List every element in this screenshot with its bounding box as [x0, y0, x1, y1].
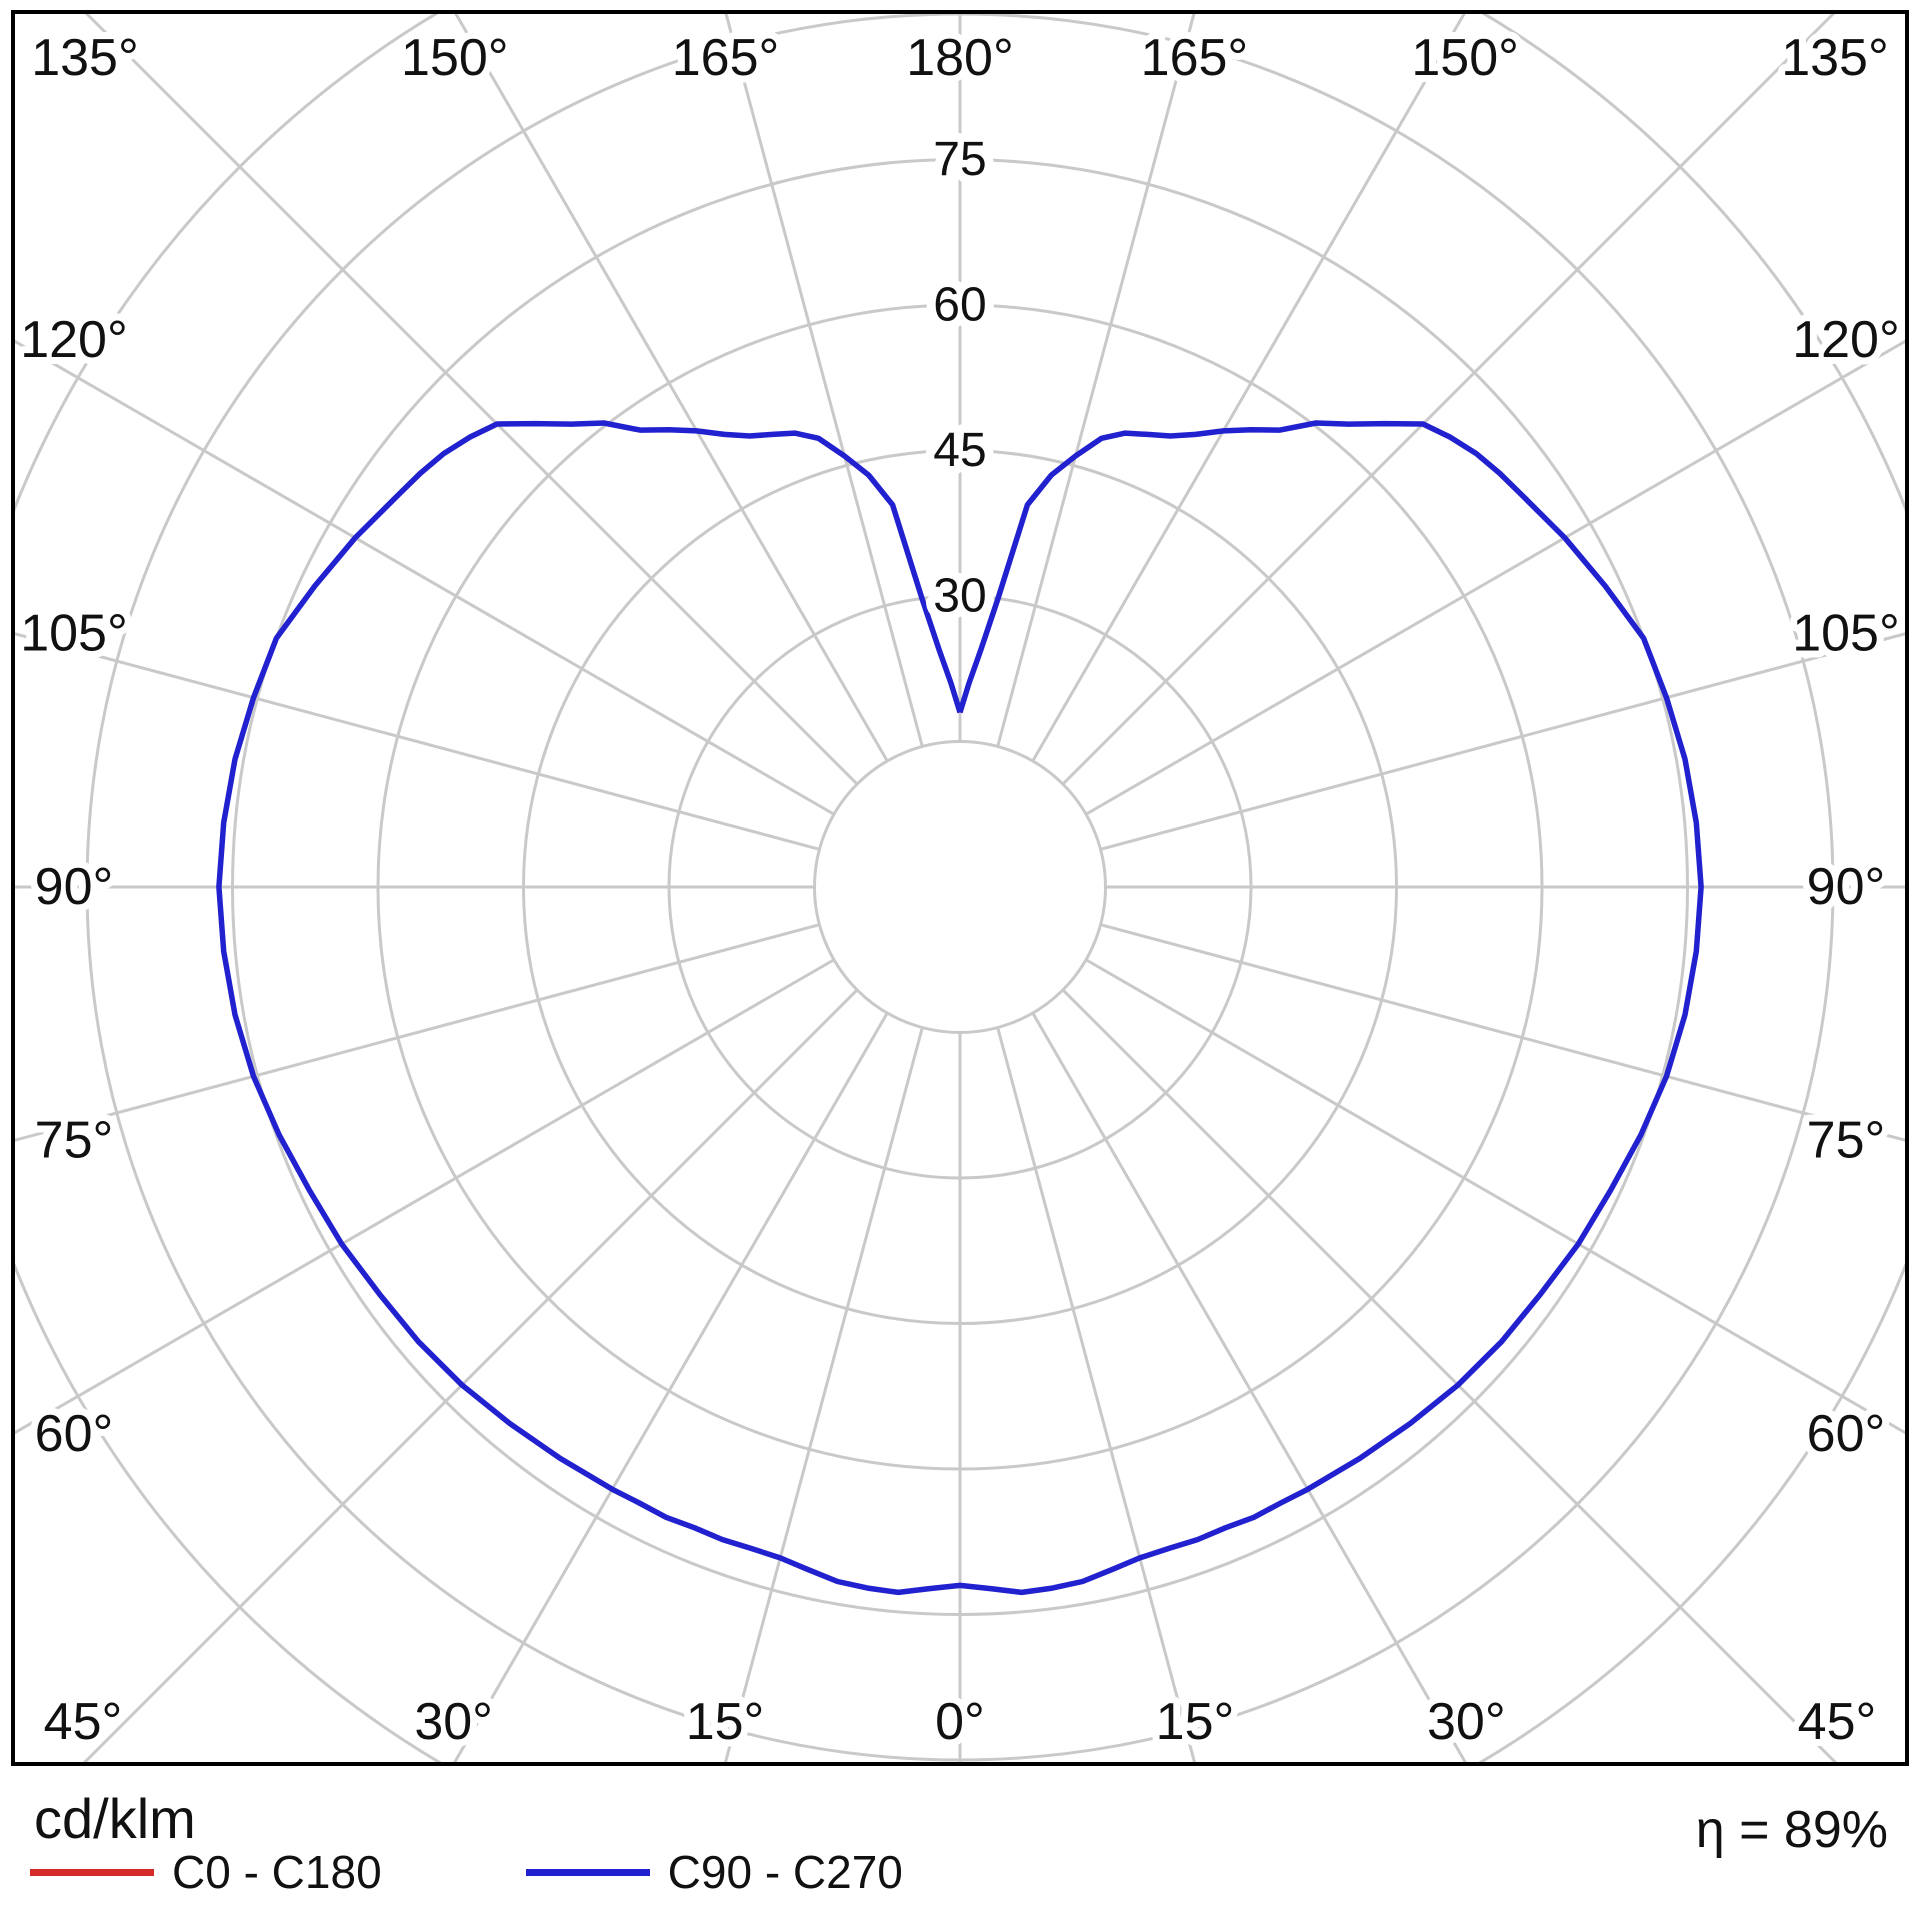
legend-line-c0-c180-icon	[30, 1868, 154, 1876]
ring-label-60: 60	[933, 279, 986, 332]
gamma-label-150-right: 150°	[1411, 29, 1519, 87]
gamma-label-60-left: 60°	[35, 1405, 114, 1463]
grid-spoke-60	[1085, 958, 1907, 1436]
chart-frame	[11, 10, 1909, 1766]
gamma-label-60-right: 60°	[1807, 1405, 1886, 1463]
gamma-label-45-right: 45°	[1798, 1693, 1877, 1751]
gamma-label-75-right: 75°	[1807, 1112, 1886, 1170]
legend-label-c0-c180: C0 - C180	[172, 1846, 382, 1898]
ring-label-75: 75	[933, 133, 986, 186]
gamma-label-90-right: 90°	[1807, 858, 1886, 916]
grid-spoke-345	[723, 1027, 924, 1764]
ring-label-30: 30	[933, 570, 986, 623]
gamma-labels: 0° 15° 15° 30° 30° 45° 45° 60° 60° 75° 75° 90° 90° 10…	[13, 22, 1907, 1758]
gamma-label-30-left: 30°	[414, 1693, 493, 1751]
grid-spoke-210	[453, 12, 889, 762]
gamma-label-120-left: 120°	[20, 311, 128, 369]
ring-labels: 30 45 60 75	[924, 124, 995, 632]
gamma-label-150-left: 150°	[401, 29, 509, 87]
gamma-label-165-left: 165°	[672, 29, 780, 87]
gamma-label-90-left: 90°	[35, 858, 114, 916]
grid-spoke-15	[996, 1027, 1197, 1764]
grid-spoke-75	[1100, 923, 1907, 1143]
legend: C0 - C180 C90 - C270	[30, 1846, 903, 1898]
grid-spoke-120	[1085, 338, 1907, 816]
ring-label-45: 45	[933, 424, 986, 477]
legend-line-c90-c270-icon	[525, 1868, 650, 1876]
grid-spoke-240	[13, 338, 835, 816]
grid-spoke-30	[1031, 1012, 1469, 1764]
grid-spoke-255	[13, 631, 820, 851]
gamma-label-120-right: 120°	[1792, 311, 1900, 369]
gamma-label-135-left: 135°	[31, 29, 139, 87]
grid-spoke-315	[80, 988, 859, 1764]
grid-spoke-45	[1061, 988, 1840, 1764]
curve-c90-c270	[216, 420, 1704, 1596]
grid-spoke-165	[996, 12, 1197, 747]
grid-spoke-300	[13, 958, 835, 1436]
gamma-label-180-right: 180°	[906, 29, 1014, 87]
grid-spoke-135	[1061, 12, 1838, 786]
grid-spoke-150	[1031, 12, 1467, 762]
gamma-label-165-right: 165°	[1141, 29, 1249, 87]
gamma-label-75-left: 75°	[35, 1112, 114, 1170]
grid-spoke-195	[723, 12, 924, 747]
efficiency-value: η = 89%	[1695, 1801, 1888, 1859]
gamma-label-15-left: 15°	[686, 1693, 765, 1751]
gamma-label-45-left: 45°	[44, 1693, 123, 1751]
gamma-label-105-left: 105°	[20, 604, 128, 662]
legend-label-c90-c270: C90 - C270	[667, 1846, 903, 1898]
grid-spoke-285	[13, 923, 820, 1143]
gamma-label-105-right: 105°	[1792, 604, 1900, 662]
gamma-label-135-right: 135°	[1781, 29, 1889, 87]
grid-spoke-225	[82, 12, 859, 786]
gamma-label-0-right: 0°	[935, 1693, 985, 1751]
gamma-label-15-right: 15°	[1156, 1693, 1235, 1751]
gamma-label-30-right: 30°	[1427, 1693, 1506, 1751]
grid-spoke-105	[1100, 631, 1907, 851]
grid-spoke-330	[451, 1012, 889, 1764]
unit-label: cd/klm	[34, 1787, 196, 1850]
